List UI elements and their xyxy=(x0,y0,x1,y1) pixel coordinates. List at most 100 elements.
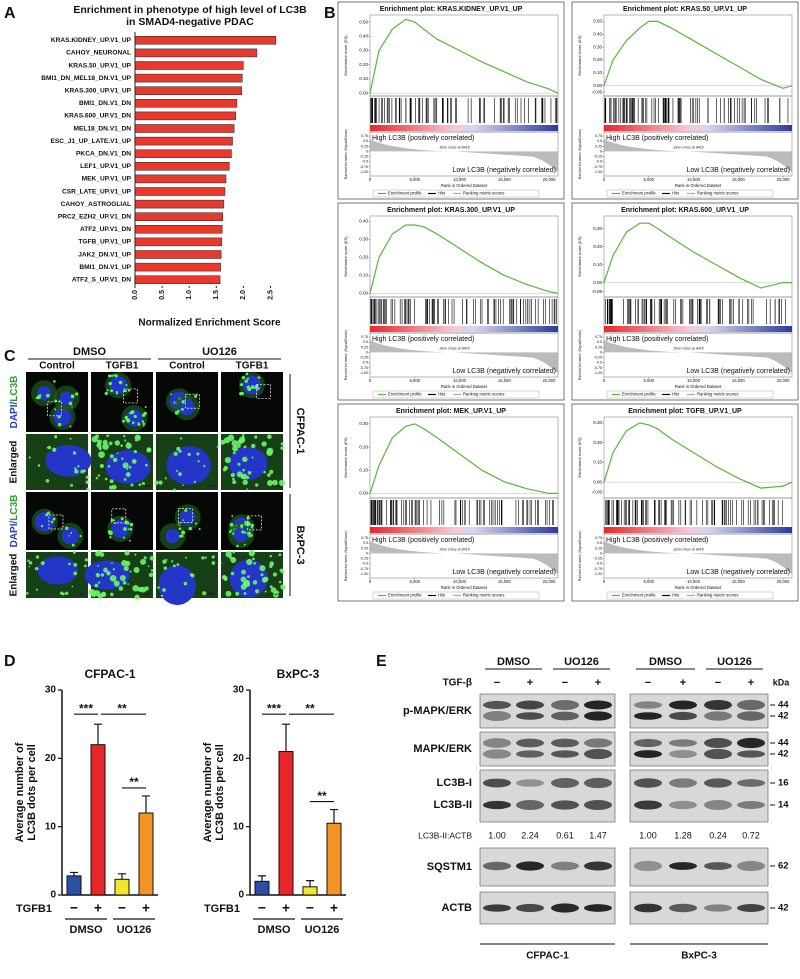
roi-box xyxy=(48,514,64,530)
band xyxy=(737,801,765,809)
lc3b-dot xyxy=(141,420,145,423)
lc3b-dot xyxy=(245,475,250,480)
band xyxy=(634,778,662,788)
lc3b-dot xyxy=(27,559,30,562)
lc3b-dot xyxy=(232,480,237,485)
lc3b-dot xyxy=(240,583,247,590)
lc3b-dot xyxy=(127,528,130,530)
band xyxy=(669,800,697,810)
lc3b-dot xyxy=(124,439,127,442)
lc3b-dot xyxy=(108,441,113,446)
metric-tick-label: 0.5 xyxy=(597,139,602,143)
stain-dapi: DAPI/ xyxy=(9,402,20,429)
roi-box xyxy=(47,401,62,417)
lc3b-dot xyxy=(197,460,200,463)
y-tick-label: 0 xyxy=(238,890,244,901)
lc3b-dot xyxy=(275,590,280,595)
legend-label: Hits xyxy=(438,392,445,397)
lc3b-dot xyxy=(45,513,49,517)
scale-label: 1 μm xyxy=(77,592,85,596)
x-tick-label: 15,000 xyxy=(498,177,511,182)
lc3b-dot xyxy=(146,447,151,452)
band xyxy=(516,738,544,748)
metric-tick-label: 0.25 xyxy=(361,144,368,148)
y-tick-label: 0.20 xyxy=(359,444,368,449)
lc3b-dot xyxy=(73,562,78,567)
lc3b-dot xyxy=(237,444,241,448)
row-label: p-MAPK/ERK xyxy=(403,705,472,717)
lc3b-dot xyxy=(250,534,253,537)
lc3b-dot xyxy=(95,572,100,578)
treatment-sign: − xyxy=(494,677,500,689)
sig-label: *** xyxy=(267,701,281,715)
lc3b-dot xyxy=(138,586,144,592)
x-tick-label: 10,000 xyxy=(687,579,700,584)
lc3b-dot xyxy=(40,561,45,566)
lc3b-dot xyxy=(246,558,253,566)
lc3b-dot xyxy=(176,469,179,473)
sig-label: ** xyxy=(129,775,139,789)
lc3b-dot xyxy=(104,477,108,481)
group-label: DMSO xyxy=(258,924,291,936)
bar xyxy=(134,275,221,284)
lc3b-dot xyxy=(129,411,133,415)
cell-line-label: CFPAC-1 xyxy=(526,951,569,962)
metric-tick-label: -0.75 xyxy=(360,567,368,571)
band xyxy=(483,904,511,912)
metric-tick-label: -0.25 xyxy=(594,557,602,561)
bar xyxy=(278,751,294,896)
y-tick-label: 30 xyxy=(233,685,245,696)
band xyxy=(551,750,579,758)
x-tick-label: 5,000 xyxy=(410,177,421,182)
treatment-sign: + xyxy=(748,677,754,689)
kda-label: 16 xyxy=(778,778,789,789)
lc3b-dot xyxy=(254,435,258,439)
sig-label: ** xyxy=(317,789,327,803)
lc3b-dot xyxy=(225,590,232,597)
lc3b-dot xyxy=(204,556,207,559)
lc3b-dot xyxy=(138,483,142,487)
treatment-label: UO126 xyxy=(564,656,599,668)
rank-gradient xyxy=(604,326,792,332)
lc3b-dot xyxy=(220,562,222,564)
lc3b-dot xyxy=(122,536,125,539)
scale-label: 1 μm xyxy=(272,484,280,488)
ratio-value: 1.00 xyxy=(488,830,506,840)
lc3b-dot xyxy=(125,383,128,386)
sig-label: ** xyxy=(305,701,315,715)
kda-label: 44 xyxy=(778,700,789,711)
band xyxy=(584,800,612,810)
y-tick-label: 0.10 xyxy=(359,76,368,81)
lc3b-dot xyxy=(266,449,273,456)
bar xyxy=(66,875,82,896)
band xyxy=(634,712,662,720)
band xyxy=(584,777,612,789)
condition-label: TGFB1 xyxy=(106,361,139,372)
lc3b-dot xyxy=(235,591,240,596)
lc3b-dot xyxy=(69,437,72,440)
lc3b-dot xyxy=(107,530,112,535)
legend-label: Hits xyxy=(672,593,679,598)
cell-line-label: BxPC-3 xyxy=(681,951,717,962)
lc3b-dot xyxy=(53,380,56,383)
scale-label: 1 μm xyxy=(142,592,150,596)
lc3b-dot xyxy=(157,586,160,589)
x-tick-label: 1.5 xyxy=(213,290,220,300)
lc3b-dot xyxy=(127,583,130,585)
bar xyxy=(326,822,342,896)
band xyxy=(584,748,612,760)
bar xyxy=(134,111,237,121)
lc3b-dot xyxy=(185,556,188,559)
band xyxy=(516,903,544,913)
category-label: ESC_J1_UP_LATE.V1_UP xyxy=(50,138,131,145)
stain-lc3b: LC3B xyxy=(9,376,20,402)
low-label: Low LC3B (negatively correlated) xyxy=(687,167,791,174)
lc3b-dot xyxy=(250,523,254,527)
high-label: High LC3B (positively correlated) xyxy=(372,135,474,142)
band xyxy=(516,700,544,710)
lc3b-dot xyxy=(170,393,173,396)
error-bar xyxy=(118,873,126,880)
lc3b-dot xyxy=(69,425,72,428)
low-label: Low LC3B (negatively correlated) xyxy=(687,368,791,375)
zero-cross: Zero cross at 9416 xyxy=(673,145,704,149)
